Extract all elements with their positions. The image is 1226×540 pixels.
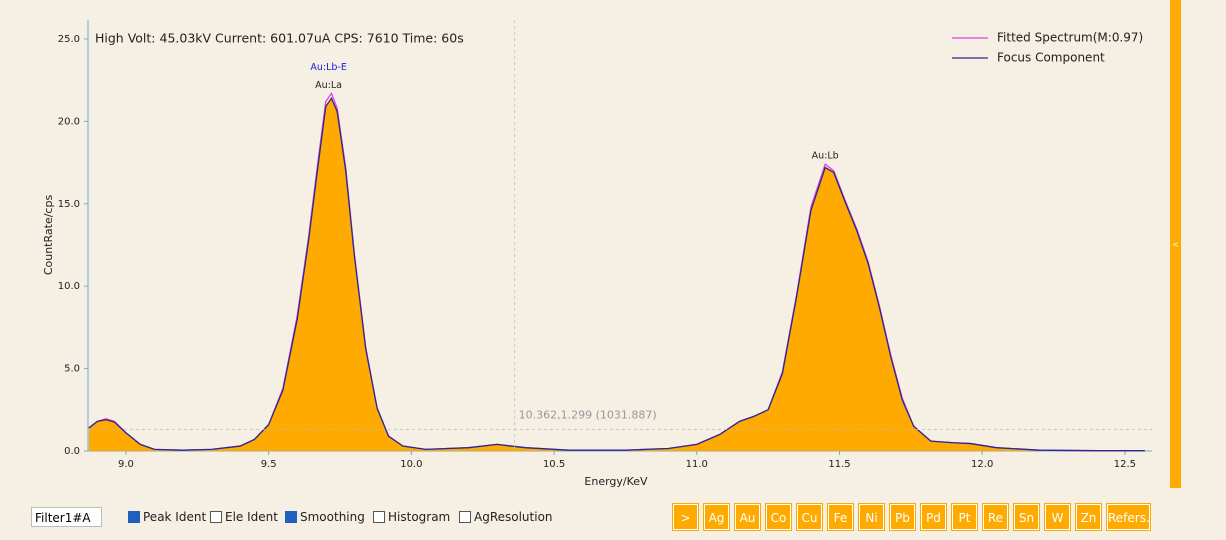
element-button[interactable]: Au <box>734 503 761 531</box>
x-tick-label: 11.5 <box>828 459 850 470</box>
element-button[interactable]: Pt <box>951 503 978 531</box>
x-tick-label: 9.5 <box>261 459 277 470</box>
checkbox-label: Ele Ident <box>225 510 278 524</box>
peak-label: Au:Lb <box>812 151 839 162</box>
legend-label: Focus Component <box>997 51 1105 65</box>
y-tick-label: 20.0 <box>58 116 80 127</box>
checkbox-label: Peak Ident <box>143 510 207 524</box>
controls: Filter1#A Peak Ident Ele Ident Smoothing His… <box>0 503 1226 534</box>
y-tick-label: 5.0 <box>64 364 80 375</box>
x-tick-label: 10.0 <box>400 459 422 470</box>
y-tick-label: 10.0 <box>58 281 80 292</box>
element-button[interactable]: Cu <box>796 503 823 531</box>
element-button[interactable]: Refers.. <box>1106 503 1154 531</box>
checkbox[interactable]: Histogram <box>373 510 450 524</box>
cursor-label: 10.362,1.299 (1031.887) <box>519 409 657 422</box>
checkbox[interactable]: Ele Ident <box>210 510 278 524</box>
y-tick-label: 0.0 <box>64 446 80 457</box>
checkbox[interactable]: Smoothing <box>285 510 365 524</box>
y-tick-label: 15.0 <box>58 199 80 210</box>
x-tick-label: 11.0 <box>686 459 708 470</box>
legend-label: Fitted Spectrum(M:0.97) <box>997 31 1143 45</box>
element-button[interactable]: Co <box>765 503 792 531</box>
side-panel-toggle[interactable]: < <box>1170 0 1181 488</box>
filter-select[interactable]: Filter1#A <box>31 507 102 527</box>
checkbox-box[interactable] <box>459 511 471 523</box>
element-button[interactable]: Sn <box>1013 503 1040 531</box>
checkbox-box[interactable] <box>285 511 297 523</box>
checkbox-box[interactable] <box>210 511 222 523</box>
element-button[interactable]: Pb <box>889 503 916 531</box>
checkbox-box[interactable] <box>373 511 385 523</box>
element-button[interactable]: Zn <box>1075 503 1102 531</box>
checkbox-label: Smoothing <box>300 510 365 524</box>
area <box>88 98 1145 451</box>
chart: High Volt: 45.03kV Current: 601.07uA CPS… <box>42 20 1152 488</box>
checkbox[interactable]: Peak Ident <box>128 510 206 524</box>
x-axis-label: Energy/KeV <box>584 475 648 488</box>
element-button[interactable]: Re <box>982 503 1009 531</box>
line <box>88 91 1145 452</box>
element-button[interactable]: Ag <box>703 503 730 531</box>
checkbox-label: Histogram <box>388 510 451 524</box>
y-axis-label: CountRate/cps <box>42 195 55 276</box>
element-button[interactable]: > <box>672 503 699 531</box>
peak-label: Au:La <box>315 80 342 91</box>
x-tick-label: 12.0 <box>971 459 993 470</box>
checkbox-label: AgResolution <box>474 510 553 524</box>
y-tick-label: 25.0 <box>58 34 80 45</box>
x-tick-label: 9.0 <box>118 459 134 470</box>
x-tick-label: 12.5 <box>1114 459 1136 470</box>
element-button[interactable]: Fe <box>827 503 854 531</box>
peak-label: Au:Lb-E <box>310 62 346 73</box>
checkbox-box[interactable] <box>128 511 140 523</box>
checkbox[interactable]: AgResolution <box>459 510 553 524</box>
status: High Volt: 45.03kV Current: 601.07uA CPS… <box>95 31 464 46</box>
element-button[interactable]: Pd <box>920 503 947 531</box>
line <box>88 96 1145 452</box>
element-button[interactable]: Ni <box>858 503 885 531</box>
element-button[interactable]: W <box>1044 503 1071 531</box>
x-tick-label: 10.5 <box>543 459 565 470</box>
